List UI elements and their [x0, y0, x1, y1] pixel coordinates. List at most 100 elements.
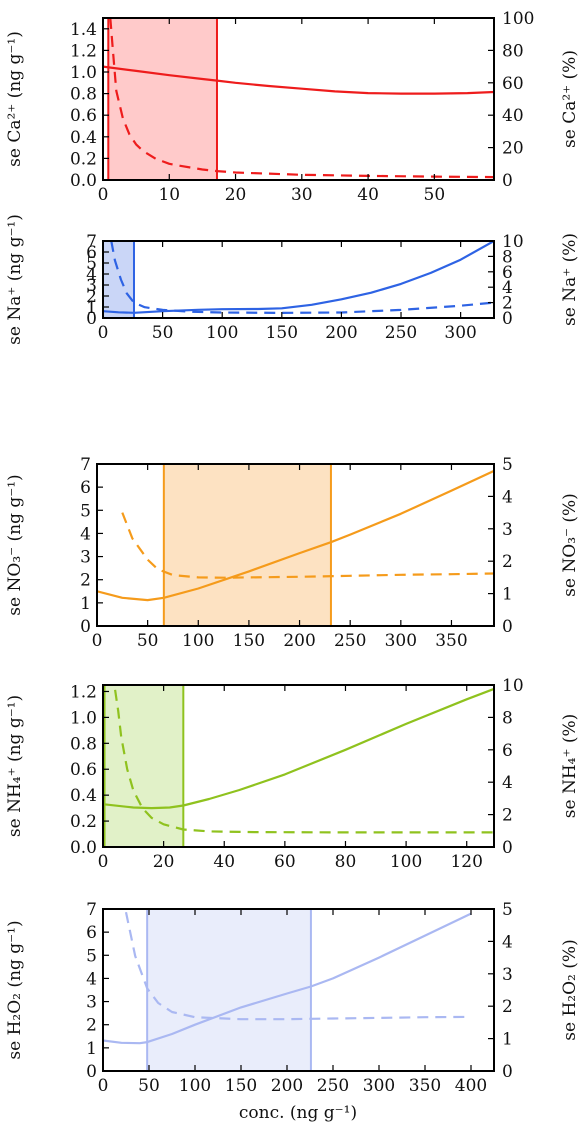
y-tick-label-left: 7 [86, 900, 97, 920]
y-tick-label-right: 4 [502, 773, 513, 793]
xlabel: conc. (ng g⁻¹) [239, 1103, 357, 1123]
span-region-nh4 [104, 685, 184, 847]
y-tick-label-left: 0.2 [70, 149, 97, 169]
y-tick-label-left: 0.0 [70, 838, 97, 858]
y-tick-label-left: 0 [80, 617, 91, 637]
y-tick-label-left: 0.4 [70, 128, 97, 148]
abs-line-na [103, 241, 494, 314]
y-tick-label-left: 6 [86, 923, 97, 943]
y-tick-label-right: 6 [502, 741, 513, 761]
y-tick-label-left: 3 [86, 276, 97, 296]
y-tick-label-left: 2 [86, 287, 97, 307]
x-tick-label: 30 [291, 185, 313, 205]
y-tick-label-left: 7 [80, 455, 91, 475]
x-tick-label: 50 [137, 631, 159, 651]
y-tick-label-left: 0.4 [70, 786, 97, 806]
y-tick-label-left: 4 [80, 524, 91, 544]
abs-line-nh4 [103, 687, 494, 810]
x-tick-label: 250 [385, 323, 417, 343]
percent-line-h2o2 [124, 911, 472, 1021]
y-tick-label-right: 0 [502, 309, 513, 329]
x-tick-label: 50 [424, 185, 446, 205]
x-tick-label: 120 [450, 852, 482, 872]
y-tick-label-left: 7 [86, 232, 97, 252]
x-tick-label: 20 [153, 852, 175, 872]
y-tick-label-right: 1 [502, 1030, 513, 1050]
x-tick-label: 200 [283, 631, 315, 651]
x-tick-label: 40 [213, 852, 235, 872]
x-tick-label: 300 [363, 1076, 395, 1096]
x-tick-label: 350 [409, 1076, 441, 1096]
y-tick-label-left: 6 [86, 243, 97, 263]
y-tick-label-right: 3 [502, 965, 513, 985]
x-tick-label: 60 [274, 852, 296, 872]
x-tick-label: 150 [233, 631, 265, 651]
x-tick-label: 10 [158, 185, 180, 205]
y-tick-label-left: 1 [80, 594, 91, 614]
ylabel-right-h2o2: se H₂O₂ (%) [560, 939, 580, 1040]
y-tick-label-left: 0.6 [70, 760, 97, 780]
span-region-h2o2 [147, 909, 311, 1071]
y-tick-label-left: 3 [80, 548, 91, 568]
x-tick-label: 100 [179, 1076, 211, 1096]
x-tick-label: 250 [317, 1076, 349, 1096]
x-tick-label: 300 [444, 323, 476, 343]
y-tick-label-right: 2 [502, 806, 513, 826]
percent-line-ca [109, 18, 494, 179]
ylabel-right-ca: se Ca²⁺ (%) [560, 50, 580, 148]
ylabel-right-na: se Na⁺ (%) [560, 233, 580, 326]
y-tick-label-left: 1.0 [70, 63, 97, 83]
y-tick-label-left: 0 [86, 1062, 97, 1082]
x-tick-label: 0 [98, 323, 109, 343]
panel-nh4: 0 20 40 60 80 100 120 0.0 0.2 0.4 0.6 0.8 1.0 1.2 0 2 4 6… [5, 676, 580, 872]
x-tick-label: 0 [98, 185, 109, 205]
y-tick-label-left: 5 [86, 946, 97, 966]
ylabel-left-ca: se Ca²⁺ (ng g⁻¹) [5, 31, 25, 167]
x-tick-label: 250 [334, 631, 366, 651]
panel-h2o2: 0 50 100 150 200 250 300 350 40001234567012345se… [5, 900, 580, 1096]
y-tick-label-right: 100 [502, 9, 534, 29]
y-tick-label-right: 0 [502, 171, 513, 191]
y-tick-label-left: 0.8 [70, 85, 97, 105]
abs-line-ca [103, 65, 494, 95]
axes-frame-h2o2 [102, 908, 495, 1072]
y-tick-label-left: 1.2 [70, 682, 97, 702]
ylabel-left-h2o2: se H₂O₂ (ng g⁻¹) [5, 920, 25, 1059]
axes-frame-no3 [96, 463, 495, 627]
ylabel-left-no3: se NO₃⁻ (ng g⁻¹) [5, 474, 25, 615]
y-tick-label-right: 10 [502, 676, 524, 696]
y-tick-label-left: 1 [86, 1039, 97, 1059]
axes-frame-nh4 [102, 684, 495, 848]
y-tick-label-right: 2 [502, 997, 513, 1017]
y-tick-label-right: 2 [502, 552, 513, 572]
x-tick-label: 150 [266, 323, 298, 343]
x-tick-label: 300 [385, 631, 417, 651]
y-tick-label-left: 5 [80, 501, 91, 521]
y-tick-label-left: 0 [86, 309, 97, 329]
y-tick-label-left: 0.6 [70, 106, 97, 126]
y-tick-label-right: 0 [502, 617, 513, 637]
y-tick-label-right: 4 [502, 487, 513, 507]
y-tick-label-right: 3 [502, 520, 513, 540]
x-tick-label: 200 [271, 1076, 303, 1096]
x-tick-label: 0 [92, 631, 103, 651]
x-tick-label: 50 [138, 1076, 160, 1096]
span-region-ca [108, 18, 217, 180]
percent-line-nh4 [114, 689, 494, 834]
y-tick-label-right: 0 [502, 1062, 513, 1082]
y-tick-label-left: 2 [86, 1016, 97, 1036]
y-tick-label-right: 8 [502, 708, 513, 728]
y-tick-label-left: 6 [80, 478, 91, 498]
y-tick-label-right: 2 [502, 294, 513, 314]
percent-line-na [110, 241, 494, 314]
y-tick-label-right: 5 [502, 455, 513, 475]
y-tick-label-right: 10 [502, 232, 524, 252]
abs-line-h2o2 [103, 912, 472, 1045]
ylabel-right-nh4: se NH₄⁺ (%) [560, 714, 580, 819]
ylabel-left-na: se Na⁺ (ng g⁻¹) [5, 214, 25, 345]
x-tick-label: 20 [225, 185, 247, 205]
y-tick-label-left: 0.8 [70, 734, 97, 754]
